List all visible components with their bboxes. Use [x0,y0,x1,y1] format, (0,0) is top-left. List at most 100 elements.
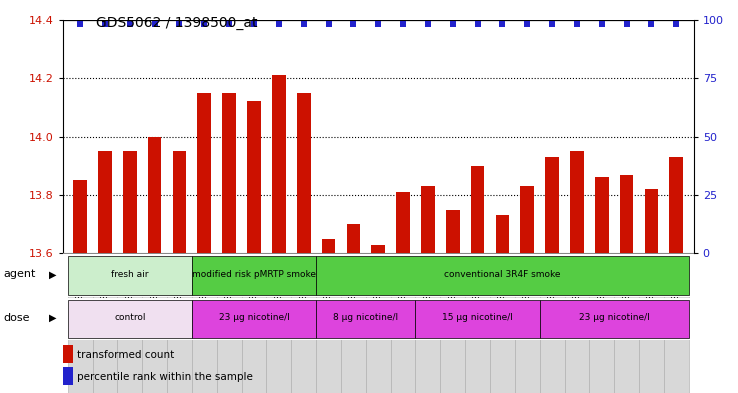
Point [149,21,161,27]
Text: modified risk pMRTP smoke: modified risk pMRTP smoke [192,270,316,279]
Bar [148,137,162,253]
Bar [192,299,316,338]
Bar [539,299,689,338]
Bar [316,253,341,393]
Bar [590,253,614,393]
Bar [222,93,236,253]
Point [670,21,682,27]
Bar [371,245,385,253]
Bar [545,157,559,253]
Bar [241,253,266,393]
Point [199,21,210,27]
Bar [515,253,539,393]
Bar [292,253,316,393]
Point [646,21,658,27]
Point [596,21,607,27]
Point [497,21,508,27]
Bar [167,253,192,393]
Bar [322,239,335,253]
Point [348,21,359,27]
Point [422,21,434,27]
Bar [421,186,435,253]
Bar [68,253,92,393]
Bar [192,256,316,295]
Text: GDS5062 / 1398500_at: GDS5062 / 1398500_at [96,16,258,30]
Bar [490,253,515,393]
Point [397,21,409,27]
Point [173,21,185,27]
Bar [645,189,658,253]
Bar [471,166,484,253]
Bar [570,151,584,253]
Bar [396,192,410,253]
Bar [123,151,137,253]
Bar [465,253,490,393]
Text: fresh air: fresh air [111,270,148,279]
Text: ▶: ▶ [49,312,57,323]
Bar [142,253,167,393]
Text: 15 μg nicotine/l: 15 μg nicotine/l [442,313,513,322]
Bar [63,345,73,363]
Bar [92,253,117,393]
Bar [63,367,73,385]
Bar [565,253,590,393]
Text: percentile rank within the sample: percentile rank within the sample [77,372,252,382]
Bar [669,157,683,253]
Bar [614,253,639,393]
Bar [217,253,241,393]
Point [99,21,111,27]
Bar [366,253,390,393]
Bar [68,256,192,295]
Bar [664,253,689,393]
Text: ▶: ▶ [49,269,57,279]
Bar [198,93,211,253]
Point [248,21,260,27]
Bar [415,253,441,393]
Point [571,21,583,27]
Point [472,21,483,27]
Point [546,21,558,27]
Bar [192,253,217,393]
Point [224,21,235,27]
Bar [390,253,415,393]
Point [446,21,458,27]
Bar [639,253,664,393]
Text: 23 μg nicotine/l: 23 μg nicotine/l [579,313,649,322]
Text: 8 μg nicotine/l: 8 μg nicotine/l [334,313,399,322]
Bar [272,75,286,253]
Bar [247,101,261,253]
Text: 23 μg nicotine/l: 23 μg nicotine/l [218,313,289,322]
Bar [347,224,360,253]
Bar [316,256,689,295]
Bar [297,93,311,253]
Bar [68,299,192,338]
Bar [539,253,565,393]
Bar [620,174,633,253]
Bar [595,178,609,253]
Bar [73,180,87,253]
Text: transformed count: transformed count [77,350,174,360]
Bar [415,299,539,338]
Point [75,21,86,27]
Text: agent: agent [4,269,36,279]
Bar [496,215,509,253]
Point [323,21,334,27]
Point [621,21,632,27]
Bar [266,253,292,393]
Bar [441,253,465,393]
Bar [341,253,366,393]
Point [521,21,533,27]
Text: conventional 3R4F smoke: conventional 3R4F smoke [444,270,561,279]
Text: control: control [114,313,145,322]
Point [124,21,136,27]
Bar [117,253,142,393]
Bar [446,209,460,253]
Bar [316,299,415,338]
Bar [520,186,534,253]
Text: dose: dose [4,312,30,323]
Bar [173,151,186,253]
Point [273,21,285,27]
Bar [98,151,111,253]
Point [298,21,310,27]
Point [372,21,384,27]
